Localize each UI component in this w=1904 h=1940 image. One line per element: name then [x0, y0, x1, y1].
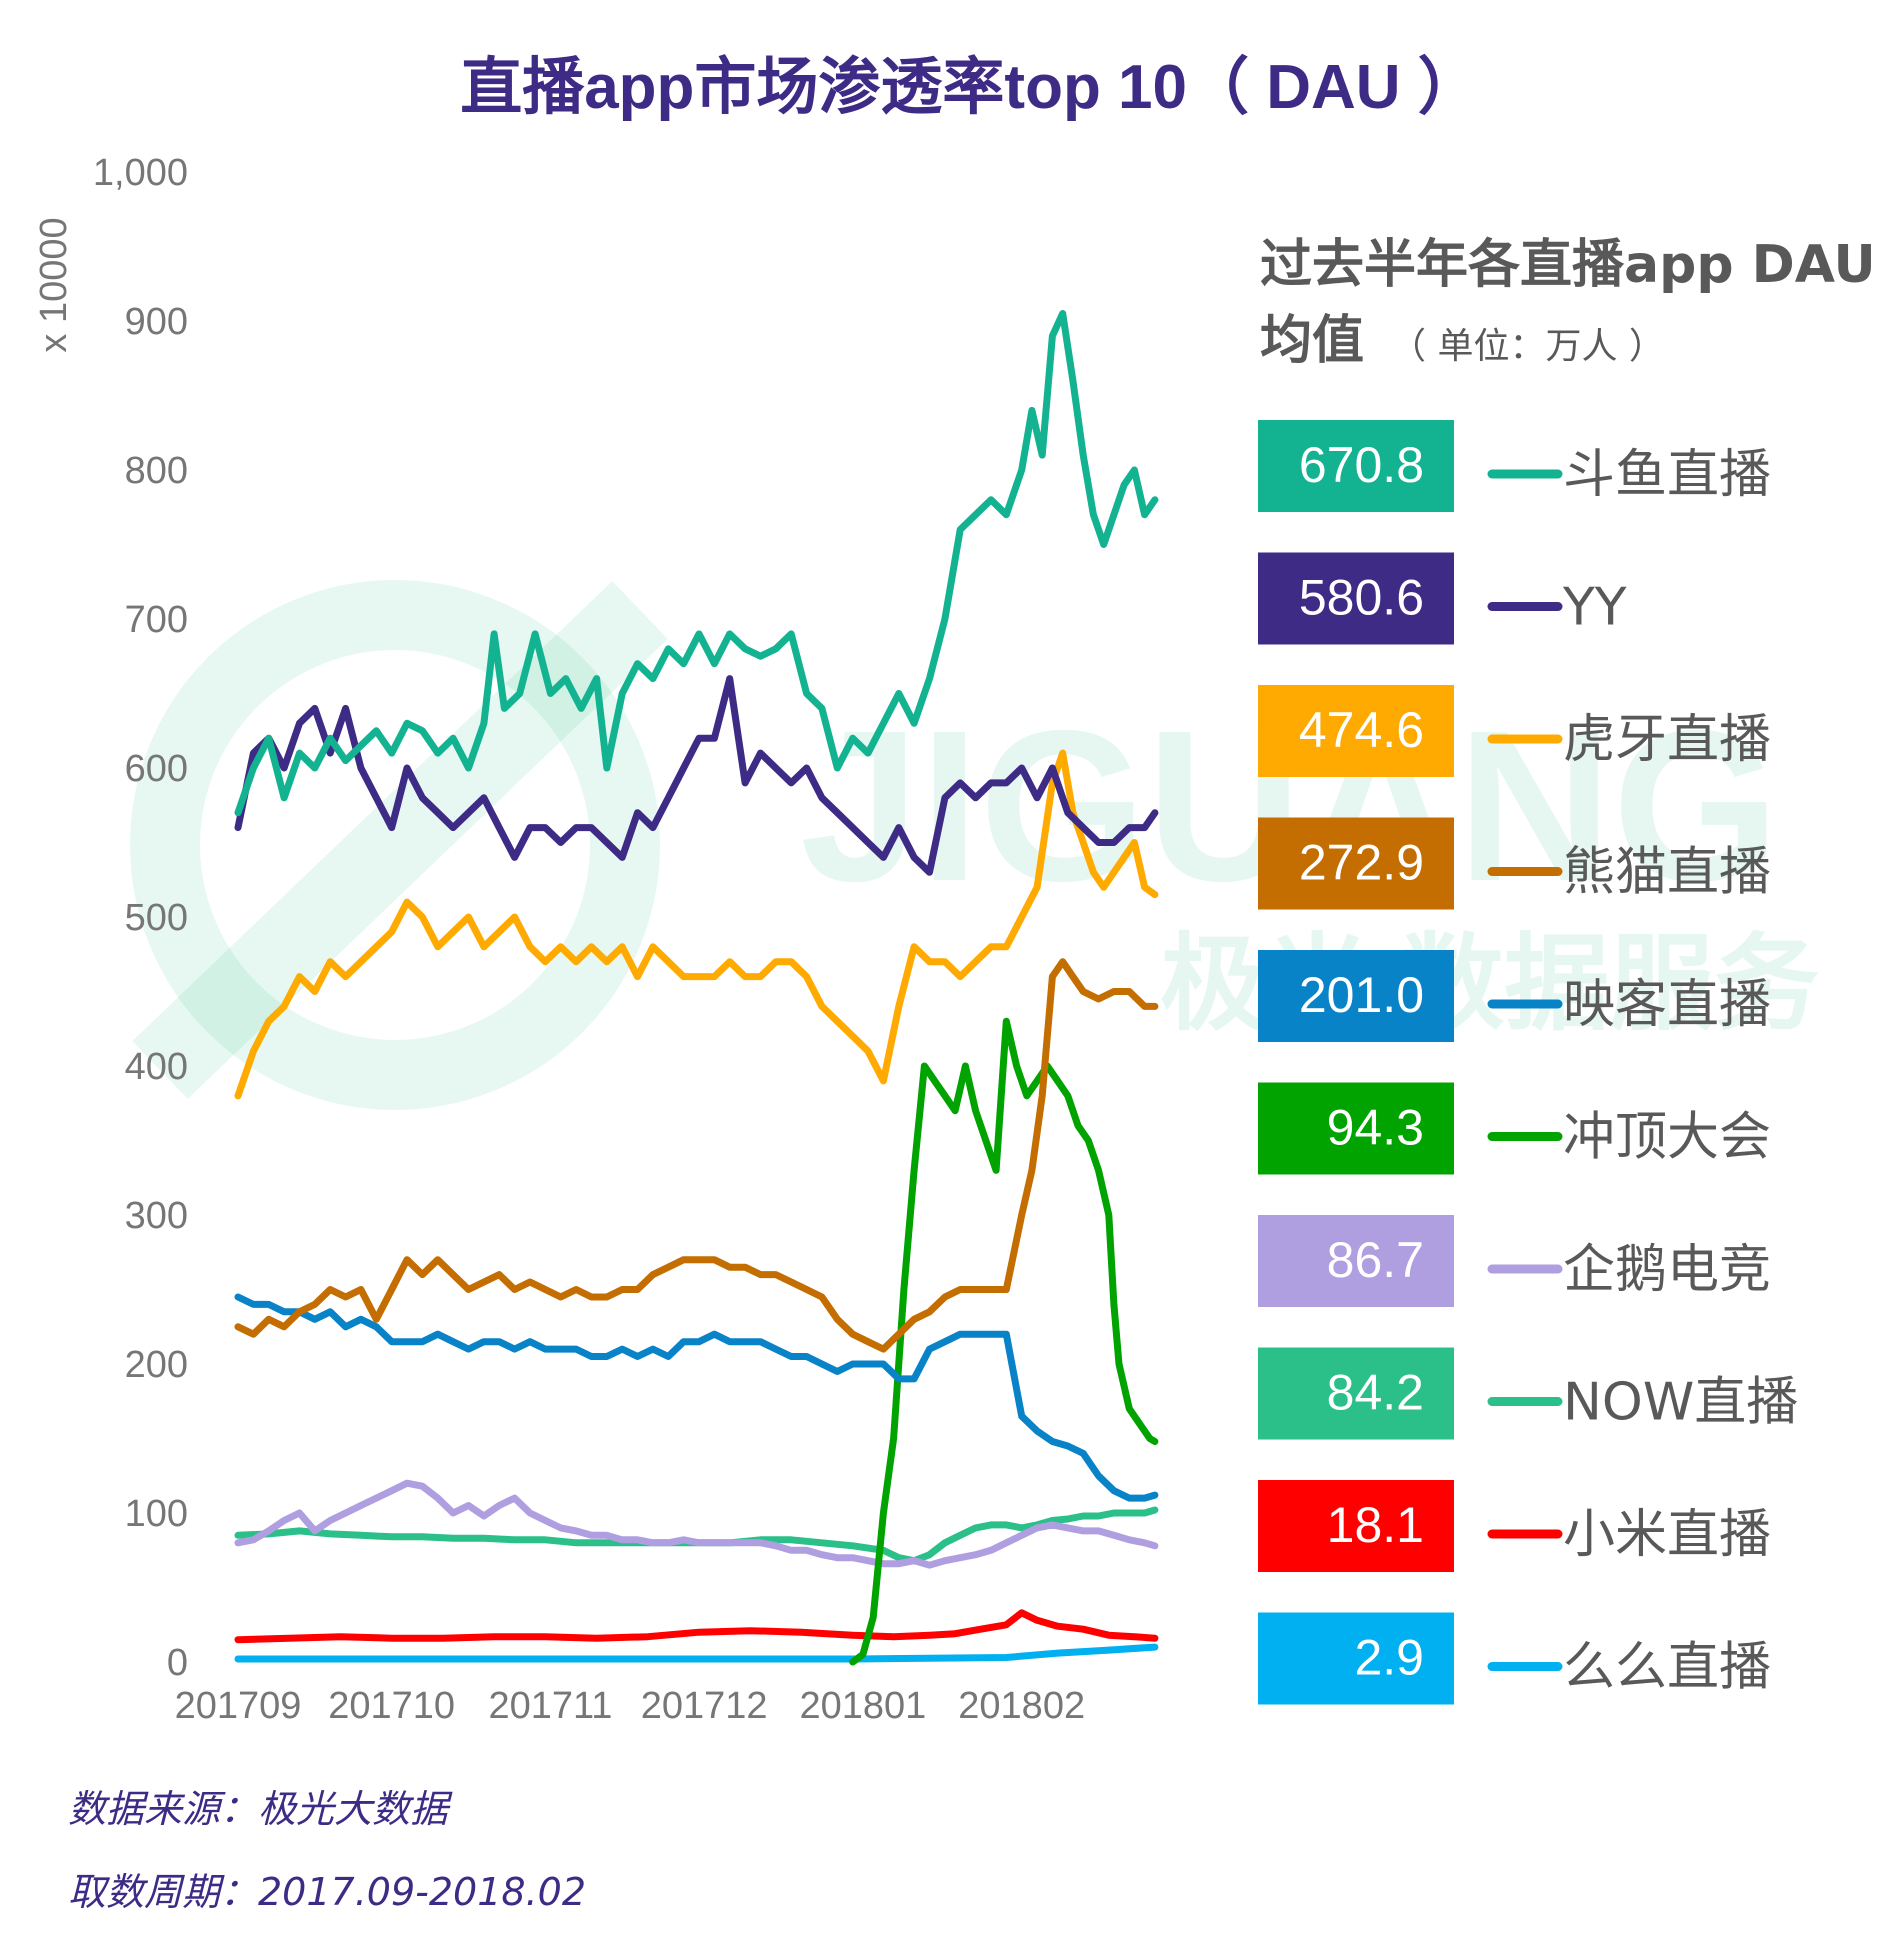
x-tick-label: 201711	[488, 1685, 612, 1727]
legend-value-box	[1258, 552, 1454, 645]
x-tick-label: 201802	[958, 1685, 1085, 1727]
legend-title-line1: 过去半年各直播app DAU	[1260, 235, 1876, 295]
legend-value: 86.7	[1327, 1232, 1424, 1288]
series-line	[234, 1506, 1159, 1565]
x-axis: 201709 201710 201711 201712 201801 201802	[175, 1685, 1086, 1727]
legend-item: 84.2 NOW直播	[1258, 1347, 1798, 1440]
legend-value: 580.6	[1299, 570, 1424, 626]
series-line	[234, 749, 1159, 1100]
legend-label: 小米直播	[1563, 1505, 1771, 1565]
y-tick-label: 0	[167, 1642, 188, 1684]
legend-value: 18.1	[1327, 1497, 1424, 1553]
y-tick-label: 800	[125, 450, 188, 492]
legend-value: 2.9	[1354, 1630, 1424, 1686]
legend: 过去半年各直播app DAU 均值 （ 单位：万人 ） 670.8 斗鱼直播 580…	[1258, 235, 1876, 1705]
series-line	[234, 1609, 1159, 1644]
y-tick-label: 900	[125, 301, 188, 343]
y-axis: 0 100 200 300 400 500 600 700 800 900 1,000	[93, 152, 188, 1684]
plot-lines	[234, 310, 1159, 1666]
legend-value: 474.6	[1299, 702, 1424, 758]
legend-item: 86.7 企鹅电竞	[1258, 1215, 1771, 1307]
legend-title-line2: 均值	[1260, 311, 1364, 371]
legend-items: 670.8 斗鱼直播 580.6 YY 474.6 虎牙直播 272.9 熊猫直播 201.0 映…	[1258, 420, 1798, 1705]
legend-label: NOW直播	[1563, 1373, 1798, 1433]
legend-value-box	[1258, 950, 1454, 1042]
legend-value: 84.2	[1327, 1365, 1424, 1421]
legend-label: 虎牙直播	[1563, 710, 1771, 770]
legend-value-box	[1258, 685, 1454, 777]
legend-value-box	[1258, 420, 1454, 512]
series-line	[234, 1293, 1159, 1502]
y-tick-label: 500	[125, 897, 188, 939]
legend-value: 94.3	[1327, 1100, 1424, 1156]
y-tick-label: 1,000	[93, 152, 188, 194]
legend-item: 474.6 虎牙直播	[1258, 685, 1771, 777]
legend-value-box	[1258, 1347, 1454, 1440]
legend-label: 熊猫直播	[1563, 843, 1771, 903]
legend-title-unit: （ 单位：万人 ）	[1390, 326, 1665, 367]
x-tick-label: 201710	[328, 1685, 455, 1727]
source-note: 数据来源：极光大数据	[68, 1787, 453, 1831]
legend-value: 670.8	[1299, 437, 1424, 493]
y-tick-label: 700	[125, 599, 188, 641]
legend-item: 94.3 冲顶大会	[1258, 1082, 1771, 1175]
series-line	[234, 1643, 1159, 1663]
x-tick-label: 201712	[641, 1685, 768, 1727]
legend-value-box	[1258, 1215, 1454, 1307]
legend-label: 冲顶大会	[1563, 1108, 1771, 1168]
x-tick-label: 201709	[175, 1685, 302, 1727]
series-line	[234, 310, 1159, 817]
legend-label: 么么直播	[1563, 1638, 1771, 1698]
legend-value-box	[1258, 817, 1454, 910]
legend-value: 201.0	[1299, 967, 1424, 1023]
legend-value-box	[1258, 1480, 1454, 1572]
series-line	[234, 958, 1159, 1353]
y-tick-label: 200	[125, 1344, 188, 1386]
legend-value: 272.9	[1299, 835, 1424, 891]
legend-value-box	[1258, 1612, 1454, 1705]
legend-label: 企鹅电竞	[1563, 1240, 1771, 1300]
x-tick-label: 201801	[800, 1685, 927, 1727]
series-line	[234, 1479, 1159, 1569]
legend-item: 580.6 YY	[1258, 552, 1627, 645]
legend-label: 映客直播	[1563, 975, 1771, 1035]
legend-value-box	[1258, 1082, 1454, 1175]
y-tick-label: 600	[125, 748, 188, 790]
legend-item: 18.1 小米直播	[1258, 1480, 1771, 1572]
period-note: 取数周期：2017.09-2018.02	[68, 1870, 586, 1914]
y-tick-label: 300	[125, 1195, 188, 1237]
legend-label: YY	[1562, 578, 1627, 638]
legend-item: 201.0 映客直播	[1258, 950, 1771, 1042]
chart-title: 直播app市场渗透率top 10（ DAU ）	[460, 52, 1480, 122]
legend-item: 670.8 斗鱼直播	[1258, 420, 1771, 512]
legend-item: 272.9 熊猫直播	[1258, 817, 1771, 910]
y-tick-label: 400	[125, 1046, 188, 1088]
series-line	[849, 1017, 1159, 1666]
y-tick-label: 100	[125, 1493, 188, 1535]
series-line	[234, 675, 1159, 876]
legend-item: 2.9 么么直播	[1258, 1612, 1771, 1705]
y-unit-label: x 10000	[33, 217, 75, 352]
legend-label: 斗鱼直播	[1563, 445, 1771, 505]
